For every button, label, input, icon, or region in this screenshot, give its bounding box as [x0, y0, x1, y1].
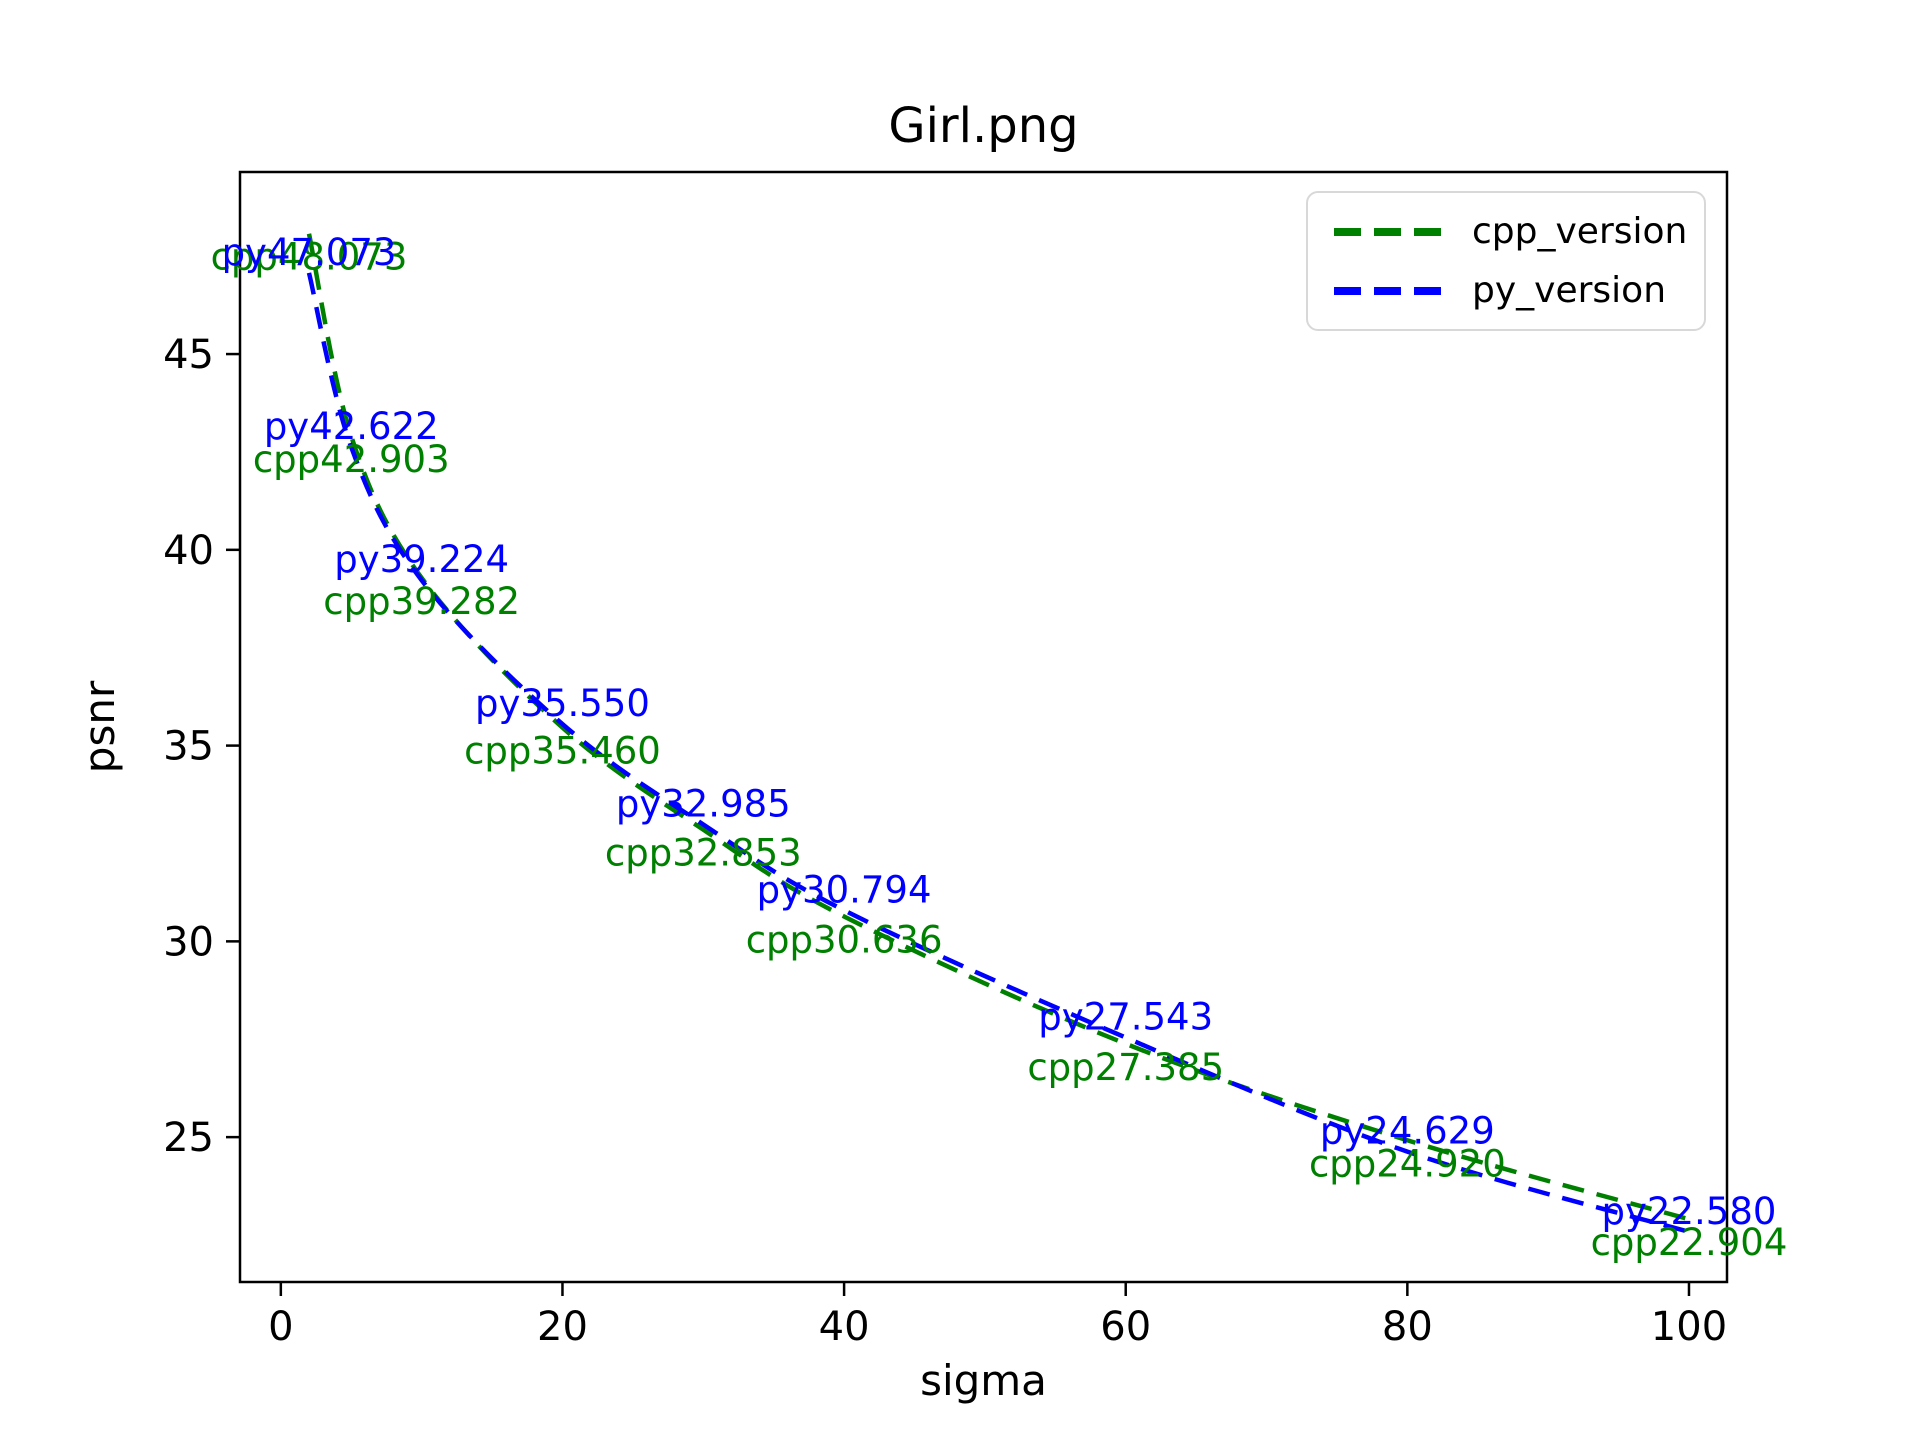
legend: cpp_version py_version [1306, 191, 1706, 331]
py_version-curve [306, 272, 1690, 1235]
annotation-cpp_version: cpp22.904 [1591, 1221, 1788, 1264]
legend-dash-py-icon [1334, 286, 1442, 295]
annotation-cpp_version: cpp27.385 [1027, 1046, 1224, 1089]
y-tick-label: 30 [163, 919, 214, 965]
annotation-py_version: py30.794 [757, 868, 932, 911]
legend-dash-cpp-icon [1334, 227, 1442, 236]
legend-row-py: py_version [1308, 270, 1704, 311]
annotation-cpp_version: cpp39.282 [323, 580, 520, 623]
x-tick-label: 60 [1100, 1304, 1151, 1350]
x-axis-label: sigma [920, 1356, 1047, 1405]
annotation-py_version: py27.543 [1038, 996, 1213, 1039]
annotation-py_version: py35.550 [475, 682, 650, 725]
annotation-cpp_version: cpp42.903 [253, 438, 450, 481]
y-tick-label: 25 [163, 1115, 214, 1161]
annotation-py_version: py22.580 [1602, 1190, 1777, 1233]
legend-label-cpp: cpp_version [1472, 211, 1688, 252]
y-tick-label: 45 [163, 332, 214, 378]
annotation-py_version: py42.622 [264, 405, 439, 448]
legend-label-py: py_version [1472, 270, 1667, 311]
x-tick-label: 80 [1382, 1304, 1433, 1350]
y-tick-label: 40 [163, 528, 214, 574]
annotation-py_version: py39.224 [334, 538, 509, 581]
y-axis-label: psnr [75, 680, 124, 774]
x-tick-label: 40 [819, 1304, 870, 1350]
annotation-py_version: py24.629 [1320, 1110, 1495, 1153]
chart-title: Girl.png [888, 98, 1079, 154]
annotation-cpp_version: cpp35.460 [464, 730, 661, 773]
annotation-cpp_version: cpp24.920 [1309, 1142, 1506, 1185]
annotation-cpp_version: cpp48.073 [211, 236, 408, 279]
cpp_version-curve [306, 233, 1690, 1222]
x-tick-label: 0 [268, 1304, 293, 1350]
annotation-cpp_version: cpp32.853 [605, 832, 802, 875]
x-tick-label: 100 [1651, 1304, 1727, 1350]
annotation-py_version: py47.073 [222, 231, 397, 274]
legend-row-cpp: cpp_version [1308, 211, 1704, 252]
x-tick-label: 20 [537, 1304, 588, 1350]
axes-spines [238, 170, 1729, 1284]
annotation-py_version: py32.985 [616, 782, 791, 825]
annotation-cpp_version: cpp30.636 [746, 918, 943, 961]
y-tick-label: 35 [163, 724, 214, 770]
